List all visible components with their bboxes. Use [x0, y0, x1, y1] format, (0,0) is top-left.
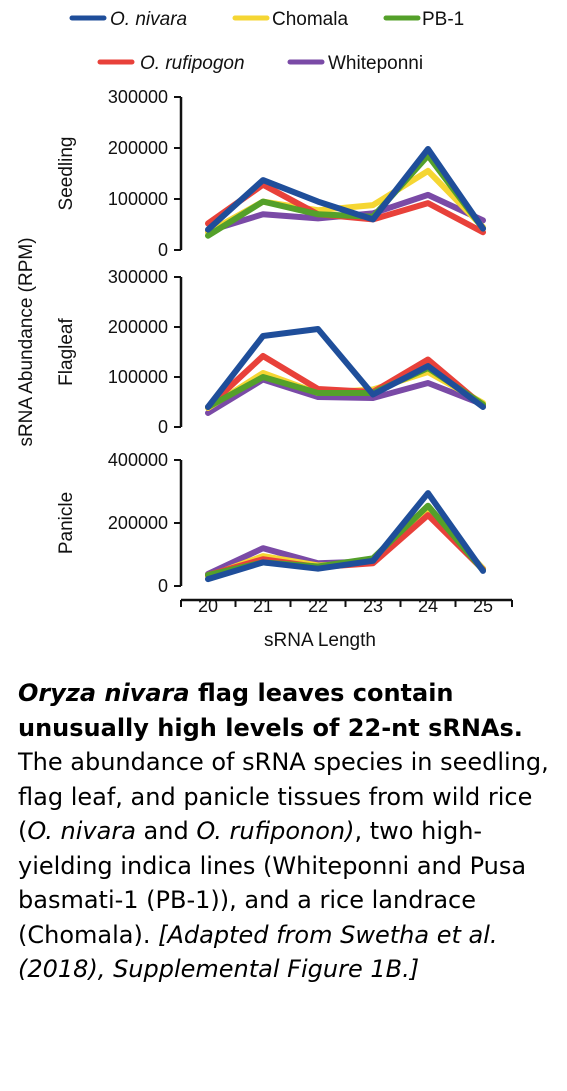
y-tick-label-flagleaf-0: 0	[158, 417, 168, 437]
caption-body-5: , two high-yielding indica lines (Whitep…	[18, 817, 527, 949]
caption-body-1: The abundance of sRNA species in seedlin…	[18, 748, 549, 845]
caption-title: Oryza nivara flag leaves contain unusual…	[18, 679, 523, 742]
caption-body-3: and	[135, 817, 197, 845]
y-axis-title: sRNA Abundance (RPM)	[16, 237, 37, 446]
x-tick-label-21: 21	[253, 596, 273, 616]
legend-label-pb-1: PB-1	[422, 9, 464, 30]
caption-title-text: flag leaves contain unusually high level…	[18, 679, 523, 742]
caption-title-species: Oryza nivara	[18, 679, 190, 707]
y-tick-label-panicle-0: 0	[158, 576, 168, 596]
y-tick-label-flagleaf-1: 100000	[108, 367, 168, 387]
legend-label-whiteponni: Whiteponni	[328, 53, 423, 74]
x-axis-title: sRNA Length	[264, 630, 376, 651]
legend-label-o-nivara: O. nivara	[110, 9, 187, 30]
y-tick-label-flagleaf-3: 300000	[108, 267, 168, 287]
y-tick-label-seedling-3: 300000	[108, 87, 168, 107]
x-tick-label-25: 25	[473, 596, 493, 616]
series-line-flagleaf-o-nivara	[205, 326, 486, 410]
y-tick-label-panicle-1: 200000	[108, 513, 168, 533]
panel-label-flagleaf: Flagleaf	[56, 317, 77, 385]
chart-canvas: O. nivara Chomala PB-1 O. rufipogon Whitepon…	[16, 9, 513, 651]
srna-line-chart-figure: O. nivara Chomala PB-1 O. rufipogon Whitepon…	[16, 9, 513, 651]
panel-label-seedling: Seedling	[56, 137, 77, 211]
x-tick-label-20: 20	[198, 596, 218, 616]
caption-species-1: O. nivara	[27, 817, 136, 845]
panel-label-panicle: Panicle	[56, 492, 77, 554]
legend-label-chomala: Chomala	[272, 9, 348, 30]
series-line-seedling-o-nivara	[205, 146, 486, 233]
x-tick-label-23: 23	[363, 596, 383, 616]
figure-caption: Oryza nivara flag leaves contain unusual…	[18, 676, 558, 987]
y-tick-label-flagleaf-2: 200000	[108, 317, 168, 337]
caption-species-2: O. rufiponon)	[196, 817, 355, 845]
series-line-panicle-o-nivara	[205, 490, 486, 583]
y-tick-label-seedling-1: 100000	[108, 189, 168, 209]
y-tick-label-seedling-2: 200000	[108, 138, 168, 158]
x-tick-label-22: 22	[308, 596, 328, 616]
series-line-seedling-pb-1	[205, 152, 486, 239]
legend-label-o-rufipogon: O. rufipogon	[140, 53, 245, 74]
caption-citation: [Adapted from Swetha et al. (2018), Supp…	[18, 920, 498, 984]
y-tick-label-seedling-0: 0	[158, 240, 168, 260]
x-tick-label-24: 24	[418, 596, 438, 616]
y-tick-label-panicle-2: 400000	[108, 450, 168, 470]
